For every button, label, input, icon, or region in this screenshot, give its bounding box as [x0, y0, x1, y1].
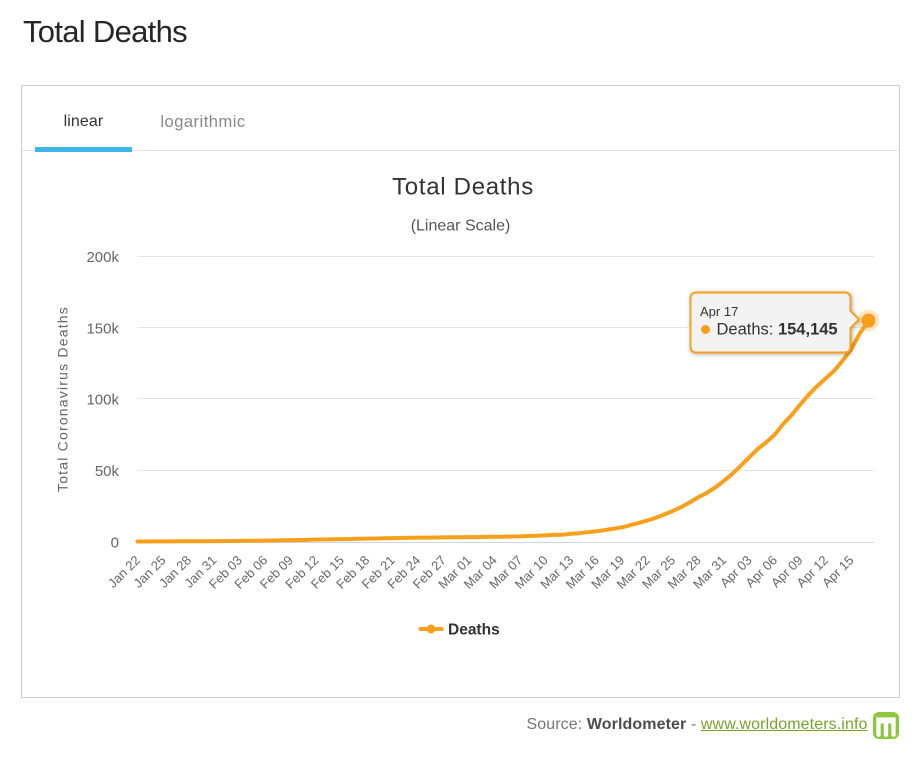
svg-text:0: 0 [111, 535, 119, 552]
svg-text:150k: 150k [86, 320, 119, 337]
svg-text:Total Deaths: Total Deaths [392, 174, 534, 201]
svg-text:Deaths: 154,145: Deaths: 154,145 [717, 321, 838, 339]
svg-text:Total Coronavirus Deaths: Total Coronavirus Deaths [55, 306, 71, 492]
svg-text:100k: 100k [86, 392, 119, 409]
svg-text:Apr 17: Apr 17 [700, 304, 738, 319]
svg-text:200k: 200k [86, 249, 119, 266]
svg-text:50k: 50k [95, 463, 120, 480]
svg-text:(Linear Scale): (Linear Scale) [411, 218, 511, 235]
svg-text:Deaths: Deaths [448, 622, 500, 639]
